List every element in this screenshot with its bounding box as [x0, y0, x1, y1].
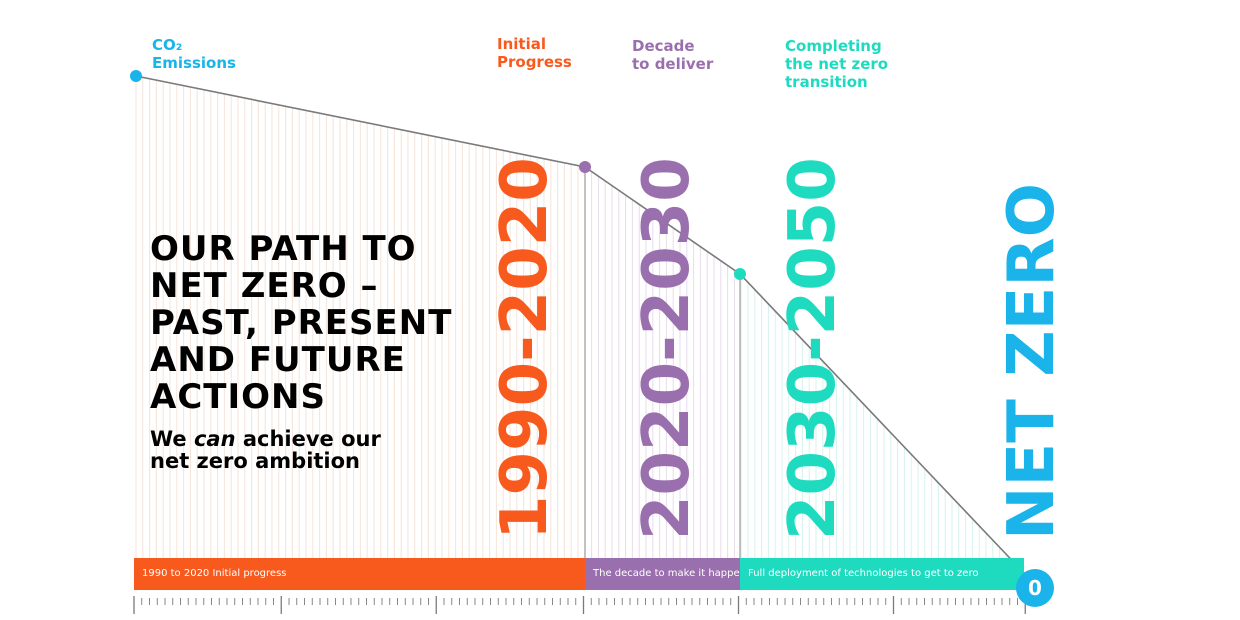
subtitle: We can achieve our net zero ambition	[150, 428, 381, 472]
page-title: OUR PATH TO NET ZERO – PAST, PRESENT AND…	[150, 229, 453, 417]
subtitle-part1: We	[150, 427, 194, 451]
subtitle-emphasis: can	[193, 427, 236, 451]
decade-to-deliver-label: Decade to deliver	[632, 37, 713, 73]
bar-1990-2020: 1990 to 2020 Initial progress	[134, 558, 585, 590]
initial-progress-label: Initial Progress	[497, 35, 572, 71]
completing-label-line1: Completing	[785, 37, 882, 55]
decade-label-line2: to deliver	[632, 55, 714, 73]
point-2030	[734, 268, 746, 280]
title-line1: OUR PATH TO	[150, 229, 417, 269]
point-2020	[579, 161, 591, 173]
completing-transition-label: Completing the net zero transition	[785, 37, 888, 91]
period-label-2020-2030: 2020-2030	[630, 157, 704, 540]
title-line5: ACTIONS	[150, 377, 326, 417]
initial-label-line2: Progress	[497, 53, 572, 71]
subtitle-part2: achieve our	[235, 427, 381, 451]
point-1990	[130, 70, 142, 82]
hatch-fill	[135, 76, 1007, 558]
decade-label-line1: Decade	[632, 37, 695, 55]
co2-emissions-label: CO₂ Emissions	[152, 36, 236, 72]
period-label-1990-2020: 1990-2020	[488, 157, 562, 540]
co2-label-line1: CO₂	[152, 36, 183, 54]
bar-2020-2030: The decade to make it happen	[585, 558, 740, 590]
completing-label-line3: transition	[785, 73, 868, 91]
title-line2: NET ZERO –	[150, 266, 379, 306]
bar-2030-2050: Full deployment of technologies to get t…	[740, 558, 1024, 590]
emissions-line	[135, 75, 1025, 574]
period-label-net-zero: NET ZERO	[995, 182, 1069, 540]
title-line3: PAST, PRESENT	[150, 303, 453, 343]
subtitle-line2: net zero ambition	[150, 449, 360, 473]
zero-badge: 0	[1016, 569, 1054, 607]
completing-label-line2: the net zero	[785, 55, 889, 73]
title-line4: AND FUTURE	[150, 340, 406, 380]
initial-label-line1: Initial	[497, 35, 546, 53]
co2-label-line2: Emissions	[152, 54, 236, 72]
period-label-2030-2050: 2030-2050	[776, 157, 850, 540]
time-axis-ticks	[133, 596, 1026, 614]
